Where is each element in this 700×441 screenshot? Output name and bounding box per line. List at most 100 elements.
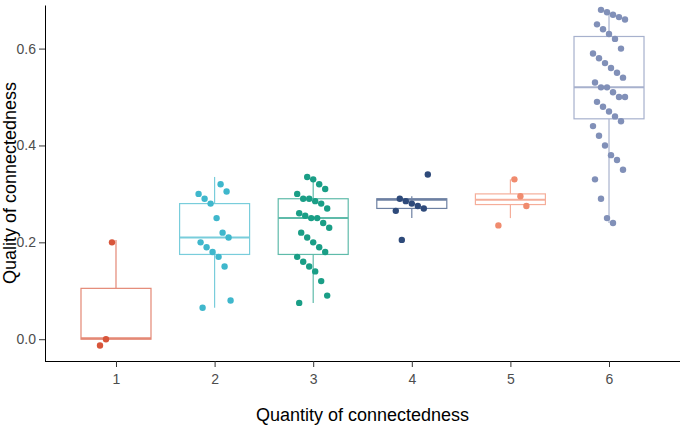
data-point — [403, 198, 409, 204]
data-point — [294, 254, 300, 260]
data-point — [103, 336, 109, 342]
y-tick: 0.2 — [17, 234, 45, 250]
x-tick: 1 — [113, 361, 121, 387]
chart: 0.0 0.2 0.4 0.6 1 2 3 4 5 6 Quantity of connectedn… — [0, 0, 700, 441]
data-point — [217, 181, 223, 187]
data-point — [608, 152, 614, 158]
upper-whisker — [115, 240, 116, 288]
box — [377, 199, 447, 209]
data-point — [399, 237, 405, 243]
plot-marks — [81, 7, 644, 349]
data-point — [594, 99, 600, 105]
y-tick-mark — [39, 49, 45, 50]
data-point — [610, 220, 616, 226]
box-group — [278, 174, 348, 306]
y-tick-mark — [39, 145, 45, 146]
box-group — [475, 176, 545, 228]
box-group — [377, 171, 447, 243]
data-point — [614, 157, 620, 163]
data-point — [409, 200, 415, 206]
x-tick: 3 — [310, 361, 318, 387]
median-line — [180, 236, 250, 238]
x-tick-mark — [510, 361, 511, 367]
data-point — [592, 176, 598, 182]
data-point — [604, 9, 610, 15]
x-axis-title: Quantity of connectedness — [256, 405, 469, 425]
x-tick-label: 1 — [113, 371, 121, 387]
data-point — [616, 94, 622, 100]
box-group — [574, 7, 644, 227]
x-tick-mark — [215, 361, 216, 367]
data-point — [397, 196, 403, 202]
y-tick-label: 0.6 — [17, 41, 37, 57]
x-tick-label: 5 — [507, 371, 515, 387]
data-point — [511, 176, 517, 182]
data-point — [310, 176, 316, 182]
data-point — [296, 300, 302, 306]
data-point — [324, 292, 330, 298]
x-tick-label: 6 — [606, 371, 614, 387]
x-tick: 6 — [606, 361, 614, 387]
data-point — [203, 244, 209, 250]
lower-whisker — [608, 119, 609, 223]
data-point — [590, 123, 596, 129]
data-point — [616, 14, 622, 20]
data-point — [316, 181, 322, 187]
upper-whisker — [510, 179, 511, 194]
upper-whisker — [214, 177, 215, 204]
data-point — [223, 188, 229, 194]
data-point — [318, 278, 324, 284]
data-point — [596, 55, 602, 61]
data-point — [421, 205, 427, 211]
data-point — [610, 11, 616, 17]
data-point — [600, 104, 606, 110]
y-tick-mark — [39, 339, 45, 340]
data-point — [614, 70, 620, 76]
data-point — [221, 263, 227, 269]
data-point — [306, 263, 312, 269]
x-tick: 4 — [408, 361, 416, 387]
data-point — [415, 203, 421, 209]
x-tick-label: 2 — [211, 371, 219, 387]
data-point — [314, 215, 320, 221]
data-point — [312, 198, 318, 204]
box — [278, 199, 348, 255]
x-tick: 5 — [507, 361, 515, 387]
data-point — [598, 196, 604, 202]
y-axis-line — [45, 6, 46, 362]
x-tick-mark — [116, 361, 117, 367]
data-point — [322, 186, 328, 192]
data-point — [600, 26, 606, 32]
data-point — [207, 200, 213, 206]
data-point — [302, 212, 308, 218]
data-point — [622, 16, 628, 22]
median-line — [475, 199, 545, 201]
data-point — [298, 229, 304, 235]
data-point — [225, 234, 231, 240]
box — [81, 288, 151, 339]
data-point — [300, 196, 306, 202]
data-point — [306, 196, 312, 202]
x-axis: 1 2 3 4 5 6 — [45, 361, 680, 387]
lower-whisker — [313, 254, 314, 302]
x-tick-label: 4 — [408, 371, 416, 387]
data-point — [612, 36, 618, 42]
x-tick-mark — [412, 361, 413, 367]
data-point — [318, 200, 324, 206]
box — [475, 194, 545, 205]
data-point — [294, 191, 300, 197]
box — [180, 204, 250, 255]
data-point — [324, 205, 330, 211]
data-point — [602, 142, 608, 148]
data-point — [308, 215, 314, 221]
x-tick-mark — [609, 361, 610, 367]
y-tick-label: 0.0 — [17, 331, 37, 347]
data-point — [296, 210, 302, 216]
data-point — [620, 166, 626, 172]
data-point — [227, 297, 233, 303]
y-tick: 0.6 — [17, 41, 45, 57]
data-point — [304, 174, 310, 180]
y-tick: 0.0 — [17, 331, 45, 347]
lower-whisker — [214, 254, 215, 307]
y-tick: 0.4 — [17, 137, 45, 153]
